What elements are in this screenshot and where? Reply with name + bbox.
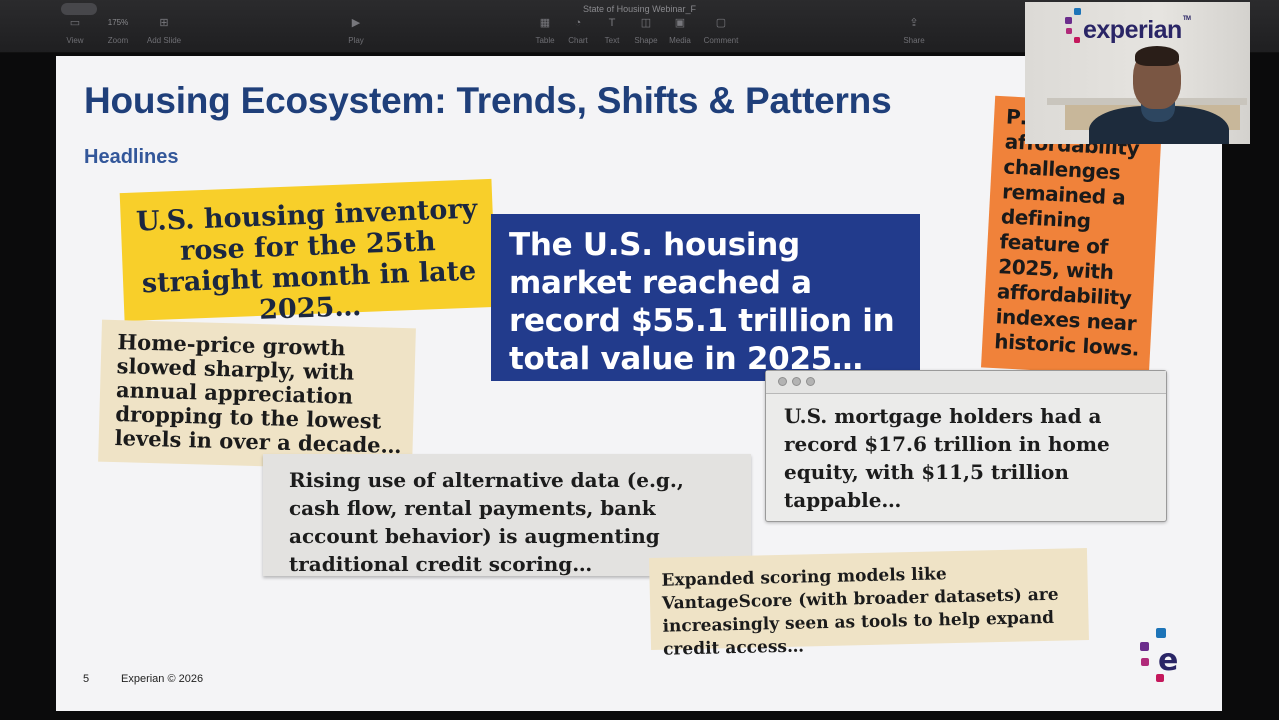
experian-wordmark-text: experian	[1083, 16, 1182, 44]
comment-button[interactable]: ▢ Comment	[700, 16, 742, 46]
slide-title: Housing Ecosystem: Trends, Shifts & Patt…	[84, 80, 892, 121]
zoom-button[interactable]: 175% Zoom	[99, 16, 137, 46]
slide-subtitle: Headlines	[84, 146, 179, 168]
headline-market-value: The U.S. housing market reached a record…	[491, 214, 920, 381]
experian-dots-icon	[1065, 8, 1081, 43]
experian-e-logo-icon: e	[1140, 628, 1178, 682]
shape-button[interactable]: ◫ Shape	[632, 16, 660, 46]
presenter-hair	[1135, 46, 1179, 66]
table-button[interactable]: ▦ Table	[533, 16, 557, 46]
comment-label: Comment	[703, 36, 739, 45]
chart-button[interactable]: ◔ Chart	[566, 16, 590, 46]
slide-canvas[interactable]: Housing Ecosystem: Trends, Shifts & Patt…	[56, 56, 1222, 711]
text-icon: T	[608, 17, 616, 29]
shape-icon: ◫	[640, 17, 652, 29]
window-dot-icon	[778, 377, 787, 386]
play-button[interactable]: ▶ Play	[344, 16, 368, 46]
share-icon: ⇪	[909, 17, 919, 29]
comment-icon: ▢	[715, 17, 727, 29]
add-slide-icon: ⊞	[159, 17, 169, 29]
window-title: State of Housing Webinar_F	[583, 4, 696, 14]
view-icon: ▭	[69, 17, 81, 29]
zoom-value: 175%	[107, 18, 129, 27]
share-label: Share	[903, 36, 925, 45]
shape-label: Shape	[634, 36, 658, 45]
headline-equity-window: U.S. mortgage holders had a record $17.6…	[765, 370, 1167, 522]
experian-wordmark: experianTM	[1083, 16, 1191, 45]
window-titlebar	[766, 371, 1166, 394]
media-button[interactable]: ▣ Media	[667, 16, 693, 46]
webcam-video: experianTM	[1025, 2, 1250, 144]
svg-text:e: e	[1158, 643, 1178, 678]
headline-price-growth: Home-price growth slowed sharply, with a…	[98, 319, 416, 471]
text-button[interactable]: T Text	[600, 16, 624, 46]
view-button[interactable]: ▭ View	[61, 16, 89, 46]
add-slide-label: Add Slide	[146, 36, 182, 45]
table-icon: ▦	[539, 17, 551, 29]
add-slide-button[interactable]: ⊞ Add Slide	[144, 16, 184, 46]
zoom-label: Zoom	[107, 36, 129, 45]
view-label: View	[66, 36, 84, 45]
play-icon: ▶	[351, 17, 361, 29]
headline-scoring-models: Expanded scoring models like VantageScor…	[649, 548, 1089, 660]
chart-label: Chart	[568, 36, 588, 45]
slide-number: 5	[83, 673, 90, 685]
headline-equity: U.S. mortgage holders had a record $17.6…	[784, 404, 1110, 512]
play-label: Play	[348, 36, 364, 45]
chart-icon: ◔	[574, 17, 582, 29]
text-label: Text	[604, 36, 620, 45]
media-icon: ▣	[674, 17, 686, 29]
slide-copyright: Experian © 2026	[121, 673, 204, 685]
window-dot-icon	[806, 377, 815, 386]
window-dot-icon	[792, 377, 801, 386]
sidebar-toggle-pill[interactable]	[61, 3, 97, 15]
table-label: Table	[535, 36, 555, 45]
trademark-mark: TM	[1182, 16, 1191, 22]
media-label: Media	[669, 36, 691, 45]
headline-inventory: U.S. housing inventory rose for the 25th…	[119, 178, 497, 326]
headline-alternative-data: Rising use of alternative data (e.g., ca…	[263, 454, 751, 576]
share-button[interactable]: ⇪ Share	[899, 16, 929, 46]
